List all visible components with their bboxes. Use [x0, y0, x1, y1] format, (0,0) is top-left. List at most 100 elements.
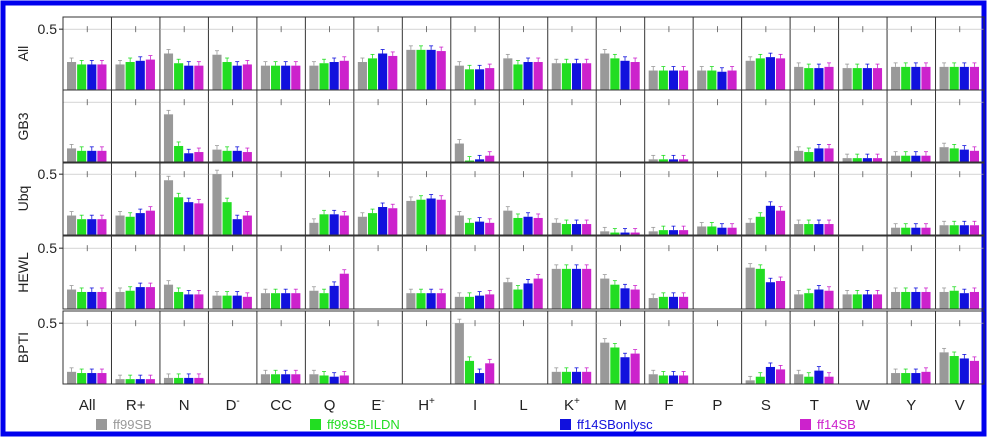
bar-ff14SB [242, 64, 252, 90]
bar-ff14SBonlysc [135, 213, 145, 235]
bar-ff99SB-ILDN [77, 219, 87, 235]
bar-ff14SBonlysc [571, 63, 582, 90]
cell-E- [353, 236, 403, 309]
bar-ff99SB [939, 352, 949, 384]
bar-ff99SB-ILDN [804, 152, 814, 163]
bar-ff99SB [454, 143, 464, 163]
bar-ff99SB-ILDN [319, 375, 329, 384]
bar-ff99SB-ILDN [174, 291, 184, 309]
bar-ff14SBonlysc [668, 375, 679, 384]
cell-CC [256, 311, 306, 384]
cell-I [450, 162, 500, 235]
cell-K+ [547, 17, 597, 90]
bar-ff99SB-ILDN [319, 63, 329, 90]
bar-ff14SBonlysc [184, 202, 194, 235]
bar-ff14SBonlysc [959, 358, 969, 384]
bar-ff99SB-ILDN [610, 284, 620, 309]
bar-ff99SB [357, 62, 367, 90]
bar-ff99SB-ILDN [561, 371, 571, 384]
bar-ff14SBonlysc [378, 53, 388, 90]
bar-ff99SB-ILDN [222, 62, 232, 90]
bar-ff14SBonlysc [475, 295, 485, 309]
bar-ff14SB [339, 375, 349, 384]
bar-ff99SB [454, 65, 464, 90]
bar-ff99SB-ILDN [464, 69, 475, 90]
bar-ff99SB-ILDN [901, 291, 911, 309]
bar-ff14SB [630, 353, 640, 384]
x-tick-label: Q [324, 397, 336, 414]
cell-K+ [547, 162, 597, 235]
bar-ff14SB [630, 289, 640, 309]
cell-W [838, 90, 888, 163]
bar-ff99SB-ILDN [901, 66, 911, 90]
x-tick-label: R+ [126, 397, 146, 414]
legend-label: ff14SBonlysc [577, 417, 653, 432]
bar-ff99SB [697, 226, 707, 235]
cell-H+ [401, 90, 451, 163]
cell-V [935, 90, 984, 163]
bar-ff99SB [794, 294, 804, 309]
bar-ff99SB-ILDN [707, 226, 717, 235]
bar-ff99SB-ILDN [319, 214, 329, 235]
bar-ff99SB [551, 222, 561, 235]
cell-L [498, 236, 548, 309]
bar-ff14SBonlysc [911, 227, 921, 235]
bar-ff14SB [824, 290, 834, 309]
legend-swatch [800, 419, 811, 430]
cell-T [789, 17, 839, 90]
bar-ff99SB [163, 284, 174, 309]
cell-V [935, 162, 984, 235]
bar-ff99SB [745, 267, 755, 309]
cell-N [159, 90, 209, 163]
bar-ff14SBonlysc [87, 373, 97, 384]
bar-ff14SBonlysc [523, 216, 533, 235]
cell-CC [256, 236, 306, 309]
panel-grid: All 0.5 GB3 Ubq 0.5 HEWL 0.5 BPTI 0.5 [15, 16, 985, 385]
bar-ff14SBonlysc [862, 294, 872, 309]
panel-ubq: Ubq 0.5 [15, 161, 985, 236]
cell-M [595, 162, 645, 235]
cell-H+ [401, 311, 451, 384]
bar-ff14SB [679, 375, 689, 384]
cell-D- [207, 17, 257, 90]
bar-ff14SBonlysc [184, 153, 194, 163]
bar-ff99SB [212, 149, 222, 163]
cell-W [838, 162, 888, 235]
cell-F [644, 17, 694, 90]
bar-ff99SB [309, 222, 319, 235]
bar-ff99SB-ILDN [464, 296, 475, 309]
cell-R+ [110, 90, 160, 163]
bar-ff99SB-ILDN [658, 230, 668, 235]
bar-ff14SB [969, 291, 979, 309]
bar-ff14SBonlysc [426, 49, 436, 90]
bar-ff14SB [533, 278, 543, 309]
bar-ff14SBonlysc [765, 282, 775, 309]
bar-ff14SBonlysc [814, 148, 824, 163]
bar-ff99SB-ILDN [125, 216, 135, 235]
bar-ff14SBonlysc [620, 288, 630, 309]
bar-ff14SB [485, 363, 495, 384]
bar-ff99SB [503, 282, 513, 309]
bar-ff99SB [163, 53, 174, 90]
panel-hewl: HEWL 0.5 [15, 235, 985, 310]
bar-ff99SB-ILDN [901, 373, 911, 384]
cell-M [595, 311, 645, 384]
bar-ff99SB [551, 63, 561, 90]
bar-ff14SB [679, 70, 689, 90]
bar-ff14SBonlysc [814, 68, 824, 90]
cell-V [935, 17, 984, 90]
bar-ff14SB [630, 232, 640, 235]
cell-F [644, 236, 694, 309]
bar-ff14SB [485, 68, 495, 90]
bar-ff14SB [969, 225, 979, 235]
bar-ff14SBonlysc [911, 373, 921, 384]
cell-Y [886, 236, 936, 309]
cell-P [692, 311, 742, 384]
bar-ff14SBonlysc [135, 379, 145, 384]
bar-ff99SB-ILDN [901, 227, 911, 235]
legend-label: ff14SB [817, 417, 856, 432]
bar-ff99SB-ILDN [513, 64, 523, 90]
bar-ff99SB-ILDN [852, 158, 862, 163]
bar-ff14SB [921, 291, 931, 309]
y-tick-label: 0.5 [38, 166, 58, 182]
